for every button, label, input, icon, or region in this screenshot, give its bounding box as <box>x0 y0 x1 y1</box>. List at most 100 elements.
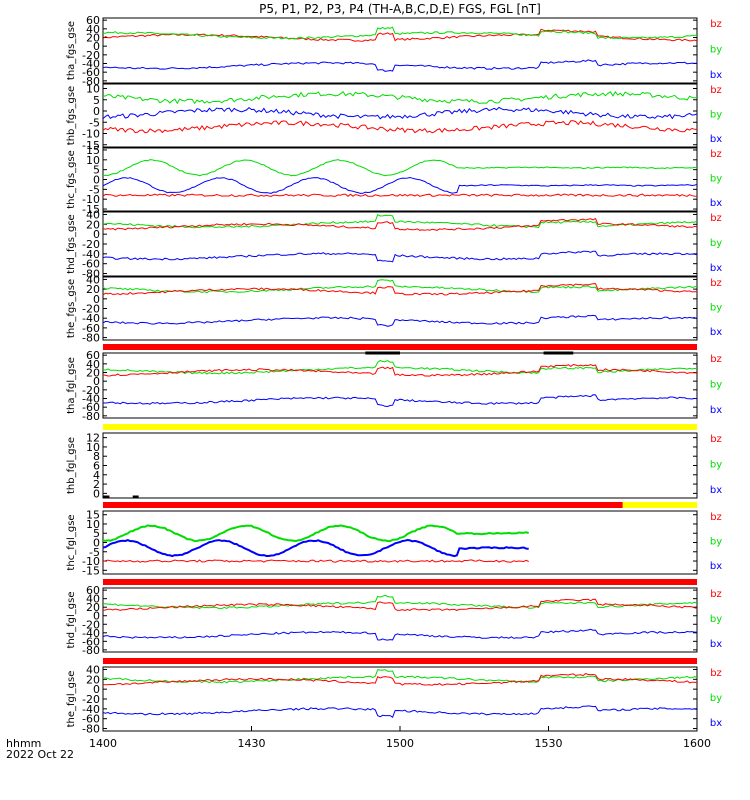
series-by <box>102 159 698 177</box>
y-tick-label: 20 <box>86 601 100 614</box>
status-bar <box>103 495 110 499</box>
y-tick-label: 4 <box>93 469 100 482</box>
legend-bz: bz <box>710 434 722 445</box>
legend-bz: bz <box>710 85 722 96</box>
panel-frame <box>102 147 698 212</box>
legend-by: by <box>710 174 722 185</box>
y-tick-label: 0 <box>93 537 100 550</box>
legend-bx: bx <box>710 70 722 81</box>
x-tick-label: 1430 <box>238 737 266 750</box>
series-bx <box>102 314 698 327</box>
x-tick-label: 1600 <box>683 737 711 750</box>
panel-ylabel: thd_fgs_gse <box>66 214 77 273</box>
y-tick-label: 60 <box>86 14 100 27</box>
panel-frame <box>102 17 698 84</box>
legend-by: by <box>710 303 722 314</box>
series-bz <box>102 193 698 197</box>
y-tick-label: 20 <box>86 218 100 231</box>
y-tick-label: 0 <box>93 375 100 388</box>
status-bar <box>365 351 400 355</box>
panel-frame <box>102 211 698 277</box>
y-tick-label: -10 <box>82 193 100 206</box>
series-by <box>102 26 697 40</box>
y-tick-label: 10 <box>86 441 100 454</box>
panel-frame <box>102 587 698 653</box>
series-bx <box>102 59 698 72</box>
x-tick-label: 1500 <box>386 737 414 750</box>
y-tick-label: 6 <box>93 460 100 473</box>
y-tick-label: -20 <box>82 618 100 631</box>
y-tick-label: -20 <box>82 238 100 251</box>
panel-frame <box>102 83 698 148</box>
series-bz <box>102 673 698 686</box>
y-tick-label: 0 <box>93 610 100 623</box>
series-bz <box>102 283 698 296</box>
y-tick-label: -20 <box>82 693 100 706</box>
legend-bz: bz <box>710 512 722 523</box>
y-tick-label: -5 <box>89 116 100 129</box>
status-bar <box>103 658 697 664</box>
y-tick-label: 12 <box>86 432 100 445</box>
y-tick-label: -40 <box>82 248 100 261</box>
y-tick-label: -80 <box>82 644 100 657</box>
series-by <box>102 594 698 610</box>
series-bx <box>102 705 698 718</box>
legend-bz: bz <box>710 589 722 600</box>
y-tick-label: -20 <box>82 303 100 316</box>
series-bz <box>102 217 698 231</box>
y-tick-label: 0 <box>93 40 100 53</box>
panel-ylabel: thc_fgs_gse <box>66 150 77 209</box>
series-bz <box>102 120 698 134</box>
y-tick-label: 40 <box>86 593 100 606</box>
status-bar <box>103 344 697 350</box>
legend-by: by <box>710 693 722 704</box>
y-tick-label: -60 <box>82 66 100 79</box>
y-tick-label: 40 <box>86 273 100 286</box>
series-bx <box>102 106 698 120</box>
y-tick-label: -60 <box>82 258 100 271</box>
y-tick-label: -60 <box>82 322 100 335</box>
legend-bz: bz <box>710 149 722 160</box>
y-tick-label: -20 <box>82 49 100 62</box>
legend-bz: bz <box>710 278 722 289</box>
status-bar <box>543 351 574 355</box>
panel-frame <box>102 432 698 499</box>
x-tick-label: 1400 <box>89 737 117 750</box>
series-by <box>102 524 529 543</box>
y-tick-label: 0 <box>93 105 100 118</box>
y-tick-label: 0 <box>93 487 100 500</box>
y-tick-label: -80 <box>82 332 100 345</box>
y-tick-label: 5 <box>93 527 100 540</box>
panel-ylabel: the_fgs_gse <box>66 279 77 338</box>
series-bx <box>102 628 697 641</box>
series-bz <box>102 559 529 563</box>
series-bx <box>103 394 698 408</box>
time-label: hhmm <box>6 737 41 750</box>
status-bar <box>103 502 623 508</box>
y-tick-label: -20 <box>82 384 100 397</box>
date-label: 2022 Oct 22 <box>6 748 74 761</box>
y-tick-label: 40 <box>86 663 100 676</box>
legend-bx: bx <box>710 327 722 338</box>
legend-by: by <box>710 45 722 56</box>
legend-bx: bx <box>710 639 722 650</box>
y-tick-label: -15 <box>82 203 100 216</box>
y-tick-label: 0 <box>93 293 100 306</box>
y-tick-label: -15 <box>82 564 100 577</box>
y-tick-label: 10 <box>86 83 100 96</box>
y-tick-label: 40 <box>86 23 100 36</box>
y-tick-label: -60 <box>82 401 100 414</box>
legend-bx: bx <box>710 718 722 729</box>
y-tick-label: -40 <box>82 627 100 640</box>
y-tick-label: -60 <box>82 635 100 648</box>
y-tick-label: 10 <box>86 154 100 167</box>
y-tick-label: 40 <box>86 208 100 221</box>
legend-bx: bx <box>710 263 722 274</box>
